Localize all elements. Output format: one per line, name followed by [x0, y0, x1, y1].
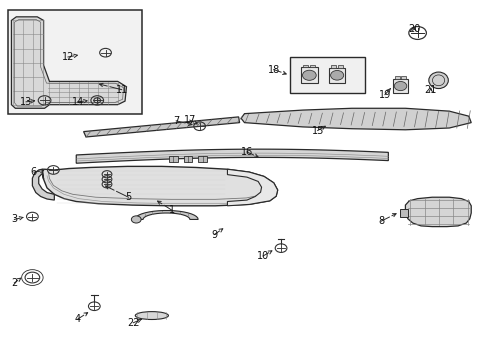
Text: 4: 4	[75, 314, 81, 324]
Text: 22: 22	[127, 318, 139, 328]
Text: 14: 14	[71, 97, 83, 107]
Polygon shape	[76, 149, 387, 163]
Circle shape	[131, 216, 141, 223]
Polygon shape	[227, 169, 277, 206]
Text: 20: 20	[407, 24, 420, 34]
Bar	[337, 65, 342, 68]
Bar	[310, 64, 315, 67]
Bar	[183, 156, 192, 162]
Text: 18: 18	[267, 64, 279, 75]
Text: 6: 6	[31, 167, 37, 177]
Text: 3: 3	[11, 215, 18, 224]
Text: 8: 8	[377, 216, 383, 226]
Bar	[400, 76, 405, 79]
Bar	[392, 79, 407, 93]
Bar	[300, 67, 318, 83]
Bar	[399, 209, 407, 217]
Polygon shape	[11, 17, 126, 108]
Bar	[331, 65, 336, 68]
Text: 11: 11	[115, 85, 127, 95]
Polygon shape	[135, 211, 198, 220]
Text: 15: 15	[311, 126, 323, 135]
Text: 19: 19	[378, 90, 390, 100]
Text: 10: 10	[256, 251, 268, 261]
Polygon shape	[42, 166, 277, 206]
Polygon shape	[405, 197, 470, 226]
Bar	[289, 57, 365, 93]
Bar	[328, 68, 345, 83]
Bar	[168, 156, 177, 162]
Text: 21: 21	[424, 85, 436, 95]
Polygon shape	[32, 169, 54, 200]
Polygon shape	[83, 117, 239, 137]
Text: 16: 16	[240, 147, 253, 157]
Ellipse shape	[428, 72, 447, 89]
Bar	[394, 76, 399, 79]
Text: 7: 7	[173, 116, 179, 126]
Text: 17: 17	[183, 115, 196, 125]
Circle shape	[393, 81, 406, 91]
Text: 12: 12	[61, 52, 74, 62]
Bar	[8, 10, 142, 114]
Circle shape	[330, 71, 343, 80]
Text: 13: 13	[20, 97, 32, 107]
Text: 2: 2	[11, 278, 18, 288]
Text: 9: 9	[211, 230, 217, 239]
Circle shape	[302, 70, 316, 80]
Ellipse shape	[135, 312, 168, 319]
Polygon shape	[241, 108, 470, 130]
Bar	[198, 156, 206, 162]
Bar	[303, 64, 307, 67]
Text: 1: 1	[169, 206, 175, 216]
Text: 5: 5	[125, 192, 131, 202]
